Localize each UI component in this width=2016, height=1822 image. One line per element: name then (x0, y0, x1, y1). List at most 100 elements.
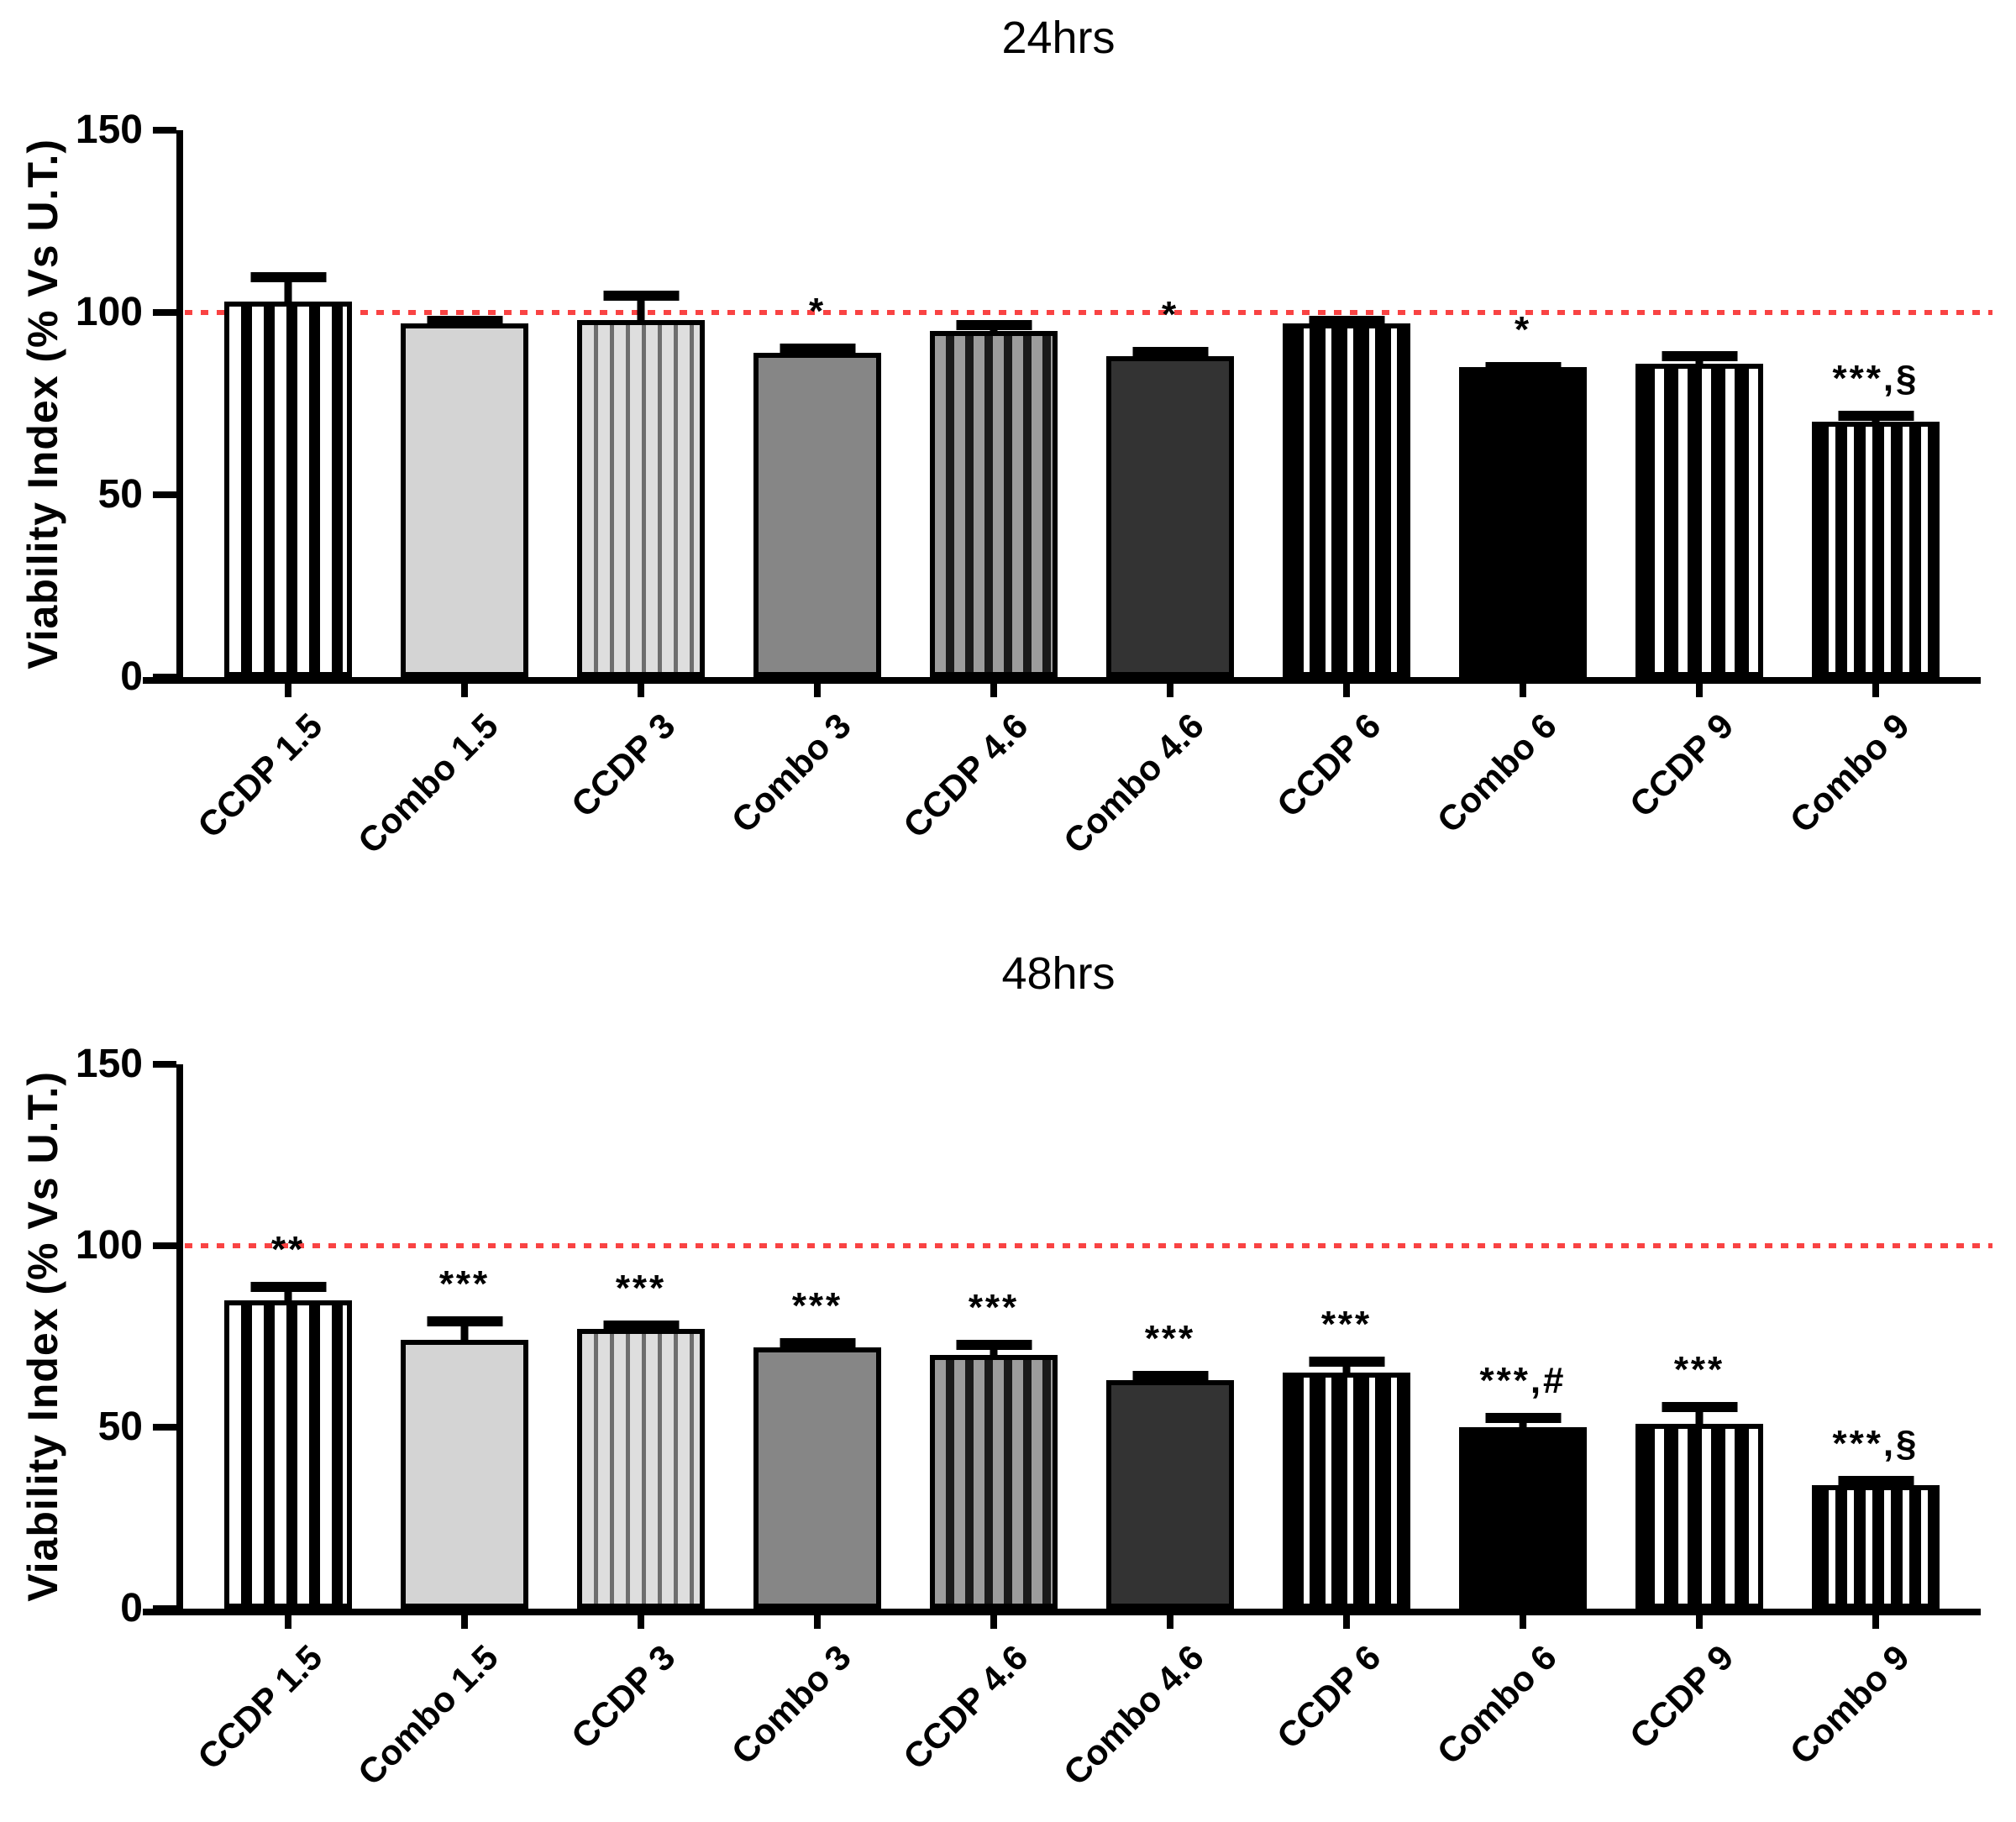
bar (1106, 356, 1234, 677)
y-axis-tick: 150 (76, 110, 176, 150)
bar (1812, 1485, 1940, 1609)
y-axis-label: Viability Index (% Vs U.T.) (19, 1071, 66, 1602)
chart-title: 48hrs (1001, 948, 1116, 999)
x-axis-category-label: Combo 4.6 (1056, 1637, 1212, 1793)
error-bar (990, 1340, 998, 1358)
x-axis-tick (1343, 1609, 1350, 1629)
x-axis-category-label: CCDP 6 (1268, 706, 1389, 825)
bar (1635, 1423, 1763, 1609)
y-axis-tick: 0 (120, 657, 176, 697)
error-bar (813, 343, 822, 356)
bar-group: *** Combo 1.5 (350, 1064, 536, 1793)
plot-area: 0 50 100 150 CCDP 1.5 Combo 1.5 CCDP 3 * (76, 110, 1992, 861)
y-axis-tick-label: 0 (120, 1586, 143, 1630)
significance-annotation: *** (615, 1267, 667, 1309)
y-axis-label: Viability Index (% Vs U.T.) (19, 138, 66, 669)
bar-group: *** Combo 3 (724, 1064, 889, 1772)
bar (1459, 367, 1587, 677)
x-axis-tick (814, 677, 821, 697)
x-axis-tick (814, 1609, 821, 1629)
reference-line-100pct (185, 310, 1992, 315)
bar (1106, 1379, 1234, 1609)
x-axis-tick (1872, 1609, 1879, 1629)
plot-area: 0 50 100 150 ** CCDP 1.5 *** Combo 1.5 *… (76, 1044, 1992, 1793)
significance-annotation: *** (791, 1285, 843, 1327)
error-bar (1872, 411, 1880, 426)
x-axis-category-label: Combo 6 (1429, 1637, 1565, 1772)
x-axis-category-label: Combo 1.5 (350, 706, 507, 862)
x-axis-category-label: CCDP 3 (563, 1637, 683, 1756)
error-bar (1519, 1412, 1527, 1431)
error-bar (637, 290, 645, 323)
bar (224, 1300, 352, 1609)
x-axis-category-label: Combo 1.5 (350, 1637, 507, 1793)
x-axis-tick (285, 677, 291, 697)
error-bar (1166, 347, 1174, 360)
x-axis-category-label: Combo 6 (1429, 706, 1565, 841)
x-axis-tick (461, 677, 468, 697)
y-axis-label-wrap: Viability Index (% Vs U.T.) (7, 1064, 79, 1609)
bar-group: ***,§ Combo 9 (1782, 130, 1947, 840)
bar-group: CCDP 3 (564, 130, 712, 825)
error-bar (460, 1316, 469, 1344)
bar (401, 1340, 528, 1609)
x-axis-category-label: CCDP 9 (1621, 706, 1741, 825)
chart-title: 24hrs (1001, 13, 1116, 63)
significance-annotation: *** (1673, 1348, 1725, 1390)
significance-annotation: *** (1320, 1303, 1373, 1345)
bar (1459, 1427, 1587, 1609)
bar-group: CCDP 4.6 (895, 130, 1065, 845)
x-axis-category-label: Combo 9 (1782, 706, 1918, 841)
reference-line-100pct (185, 1243, 1992, 1248)
x-axis-category-label: CCDP 9 (1621, 1637, 1741, 1756)
bar-group: * Combo 4.6 (1056, 130, 1242, 861)
bar-group: *** CCDP 6 (1269, 1064, 1418, 1756)
y-axis-tick-label: 100 (75, 290, 143, 334)
x-axis-category-label: CCDP 3 (563, 706, 683, 825)
bar-group: *** Combo 4.6 (1056, 1064, 1242, 1793)
y-axis-tick: 100 (76, 1226, 176, 1266)
y-axis-tick-label: 100 (75, 1223, 143, 1268)
chart-48hrs: 48hrs Viability Index (% Vs U.T.) 0 50 1… (0, 907, 2016, 1822)
bars: ** CCDP 1.5 *** Combo 1.5 *** CCDP 3 ***… (183, 1064, 1981, 1793)
x-axis-category-label: CCDP 6 (1268, 1637, 1389, 1756)
bar (930, 1354, 1058, 1609)
significance-annotation: *** (1144, 1318, 1196, 1360)
bar-group: CCDP 6 (1269, 130, 1418, 825)
bar (753, 352, 881, 677)
x-axis-tick (461, 1609, 468, 1629)
error-bar (284, 272, 292, 305)
error-bar (460, 316, 469, 328)
significance-annotation: *** (438, 1263, 491, 1305)
x-axis-tick (990, 1609, 997, 1629)
x-axis-tick (1872, 677, 1879, 697)
x-axis-category-label: Combo 3 (723, 706, 859, 841)
bars: CCDP 1.5 Combo 1.5 CCDP 3 * Combo 3 CCDP… (183, 130, 1981, 861)
error-bar (1872, 1476, 1880, 1489)
x-axis-tick (1167, 1609, 1173, 1629)
x-axis-tick (1167, 677, 1173, 697)
y-axis-tick-label: 150 (75, 1042, 143, 1086)
x-axis-category-label: Combo 4.6 (1056, 706, 1212, 862)
y-axis-tick: 150 (76, 1044, 176, 1084)
significance-annotation: * (808, 290, 827, 332)
significance-annotation: ***,§ (1832, 358, 1919, 400)
bar (1283, 323, 1410, 677)
significance-annotation: *** (968, 1287, 1020, 1329)
bar (1635, 363, 1763, 677)
y-axis-tick: 50 (98, 475, 176, 515)
bar-group: Combo 1.5 (350, 130, 536, 861)
bar-group: ** CCDP 1.5 (190, 1064, 360, 1777)
significance-annotation: ***,# (1479, 1359, 1567, 1401)
error-bar (1166, 1371, 1174, 1384)
bar (1283, 1373, 1410, 1609)
x-axis-tick (1343, 677, 1350, 697)
bar-group: *** CCDP 3 (564, 1064, 712, 1756)
x-axis-tick (285, 1609, 291, 1629)
x-axis-category-label: Combo 9 (1782, 1637, 1918, 1772)
bar-group: * Combo 3 (724, 130, 889, 840)
chart-24hrs: 24hrs Viability Index (% Vs U.T.) 0 50 1… (0, 0, 2016, 907)
error-bar (1342, 1356, 1351, 1377)
x-axis-category-label: CCDP 4.6 (895, 706, 1036, 846)
bar-group: ***,§ Combo 9 (1782, 1064, 1947, 1772)
